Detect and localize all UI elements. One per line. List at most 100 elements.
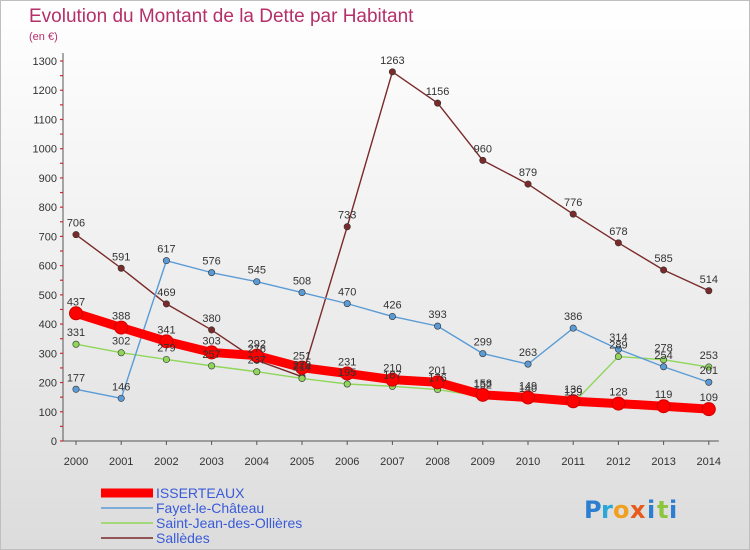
x-tick-label: 2000 xyxy=(64,456,88,468)
data-point-salledes xyxy=(388,68,396,76)
data-label-isserteaux: 210 xyxy=(383,363,401,375)
logo-letter: t xyxy=(657,496,668,524)
y-tick-label: 600 xyxy=(39,261,57,273)
data-point-salledes xyxy=(434,99,442,107)
data-point-saint-jean-des-ollieres xyxy=(253,368,261,376)
data-label-salledes: 733 xyxy=(338,210,356,222)
y-tick-label: 1000 xyxy=(33,144,57,156)
y-tick-label: 400 xyxy=(39,319,57,331)
data-label-fayet-le-chateau: 254 xyxy=(654,350,672,362)
data-label-saint-jean-des-ollieres: 302 xyxy=(112,336,130,348)
data-label-salledes: 879 xyxy=(519,167,537,179)
logo-letter: o xyxy=(613,496,630,524)
data-point-fayet-le-chateau xyxy=(208,269,216,277)
data-label-isserteaux: 201 xyxy=(428,365,446,377)
data-point-fayet-le-chateau xyxy=(479,350,487,358)
data-label-fayet-le-chateau: 146 xyxy=(112,381,130,393)
data-point-saint-jean-des-ollieres xyxy=(72,340,80,348)
data-label-saint-jean-des-ollieres: 289 xyxy=(609,340,627,352)
data-label-salledes: 776 xyxy=(564,197,582,209)
logo-letter: P xyxy=(584,496,602,524)
data-point-salledes xyxy=(614,239,622,247)
data-label-isserteaux: 437 xyxy=(67,296,85,308)
data-point-saint-jean-des-ollieres xyxy=(298,374,306,382)
data-label-saint-jean-des-ollieres: 278 xyxy=(654,343,672,355)
data-point-salledes xyxy=(479,156,487,164)
x-tick-label: 2014 xyxy=(697,456,721,468)
y-tick-label: 900 xyxy=(39,173,57,185)
x-tick-label: 2004 xyxy=(245,456,269,468)
data-point-isserteaux xyxy=(475,387,490,402)
data-point-isserteaux xyxy=(69,306,83,321)
data-label-saint-jean-des-ollieres: 279 xyxy=(157,342,175,354)
data-point-salledes xyxy=(72,231,80,239)
data-label-saint-jean-des-ollieres: 253 xyxy=(700,350,718,362)
data-label-salledes: 960 xyxy=(474,143,492,155)
data-label-salledes: 591 xyxy=(112,251,130,263)
chart-title: Evolution du Montant de la Dette par Hab… xyxy=(29,6,414,27)
data-point-fayet-le-chateau xyxy=(253,278,261,286)
data-label-salledes: 706 xyxy=(67,218,85,230)
x-tick-label: 2005 xyxy=(290,456,314,468)
data-point-fayet-le-chateau xyxy=(388,312,396,320)
data-point-fayet-le-chateau xyxy=(614,345,622,353)
data-point-fayet-le-chateau xyxy=(434,322,442,330)
data-label-salledes: 514 xyxy=(700,274,718,286)
data-point-isserteaux xyxy=(385,372,400,387)
data-label-saint-jean-des-ollieres: 257 xyxy=(202,349,220,361)
data-label-saint-jean-des-ollieres: 176 xyxy=(428,373,446,385)
data-label-fayet-le-chateau: 201 xyxy=(700,365,718,377)
data-label-fayet-le-chateau: 508 xyxy=(293,276,311,288)
x-tick-label: 2012 xyxy=(606,456,630,468)
x-tick-label: 2001 xyxy=(109,456,133,468)
data-point-salledes xyxy=(524,180,532,188)
data-label-salledes: 469 xyxy=(157,287,175,299)
data-point-salledes xyxy=(343,223,351,231)
logo-letter: r xyxy=(601,496,613,524)
data-point-saint-jean-des-ollieres xyxy=(705,363,713,371)
y-tick-label: 100 xyxy=(39,407,57,419)
data-label-salledes: 1156 xyxy=(426,86,450,98)
y-tick-label: 1300 xyxy=(33,56,57,68)
data-point-fayet-le-chateau xyxy=(343,300,351,308)
data-point-isserteaux xyxy=(701,402,716,417)
data-label-fayet-le-chateau: 299 xyxy=(474,337,492,349)
data-label-salledes: 220 xyxy=(293,360,311,372)
logo-letter: i xyxy=(669,496,677,524)
y-tick-label: 700 xyxy=(39,231,57,243)
data-point-salledes xyxy=(660,266,668,274)
data-label-salledes: 678 xyxy=(609,226,627,238)
data-label-saint-jean-des-ollieres: 214 xyxy=(293,361,311,373)
data-point-salledes xyxy=(705,287,713,295)
data-label-isserteaux: 303 xyxy=(202,335,220,347)
data-point-fayet-le-chateau xyxy=(569,324,577,332)
x-tick-label: 2002 xyxy=(154,456,178,468)
data-label-isserteaux: 341 xyxy=(157,324,175,336)
data-point-salledes xyxy=(162,300,170,308)
data-label-fayet-le-chateau: 393 xyxy=(428,309,446,321)
data-label-saint-jean-des-ollieres: 331 xyxy=(67,327,85,339)
y-tick-label: 0 xyxy=(51,436,57,448)
chart-subtitle: (en €) xyxy=(29,31,58,43)
data-label-fayet-le-chateau: 263 xyxy=(519,347,537,359)
data-point-fayet-le-chateau xyxy=(298,289,306,297)
data-label-isserteaux: 231 xyxy=(338,356,356,368)
data-label-saint-jean-des-ollieres: 129 xyxy=(564,386,582,398)
data-label-isserteaux: 158 xyxy=(474,378,492,390)
data-point-isserteaux xyxy=(249,348,264,363)
data-label-saint-jean-des-ollieres: 140 xyxy=(519,383,537,395)
legend-label: ISSERTEAUX xyxy=(156,485,245,501)
data-label-saint-jean-des-ollieres: 237 xyxy=(248,355,266,367)
x-tick-label: 2003 xyxy=(199,456,223,468)
data-point-fayet-le-chateau xyxy=(524,360,532,368)
data-point-salledes xyxy=(569,210,577,218)
x-tick-label: 2006 xyxy=(335,456,359,468)
data-point-isserteaux xyxy=(204,345,219,360)
legend-label: Sallèdes xyxy=(156,530,210,546)
x-tick-label: 2009 xyxy=(471,456,495,468)
data-label-fayet-le-chateau: 426 xyxy=(383,299,401,311)
data-label-isserteaux: 128 xyxy=(609,387,627,399)
x-tick-label: 2007 xyxy=(380,456,404,468)
